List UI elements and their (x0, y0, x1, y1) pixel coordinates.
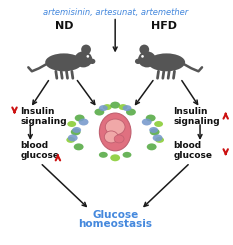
Ellipse shape (155, 137, 164, 143)
Ellipse shape (72, 127, 81, 133)
Circle shape (141, 55, 144, 58)
Ellipse shape (67, 121, 76, 127)
Text: HFD: HFD (151, 21, 177, 31)
Text: blood
glucose: blood glucose (173, 141, 212, 160)
Ellipse shape (71, 128, 81, 135)
Ellipse shape (79, 119, 89, 125)
Ellipse shape (105, 119, 125, 135)
Ellipse shape (123, 105, 131, 111)
Text: homeostasis: homeostasis (78, 220, 152, 230)
Ellipse shape (74, 143, 84, 150)
Ellipse shape (68, 135, 78, 141)
Ellipse shape (99, 152, 108, 158)
Ellipse shape (146, 115, 156, 122)
Ellipse shape (154, 121, 163, 127)
Text: artemisinin, artesunat, artemether: artemisinin, artesunat, artemether (43, 8, 188, 17)
Ellipse shape (119, 104, 127, 110)
Ellipse shape (104, 131, 118, 143)
Ellipse shape (75, 115, 85, 122)
Text: Glucose: Glucose (92, 209, 138, 220)
Ellipse shape (75, 51, 92, 67)
Ellipse shape (66, 137, 75, 143)
Ellipse shape (99, 105, 108, 111)
Ellipse shape (126, 109, 136, 116)
Ellipse shape (142, 119, 152, 125)
Text: Insulin
signaling: Insulin signaling (21, 107, 67, 126)
Text: Insulin
signaling: Insulin signaling (173, 107, 220, 126)
Circle shape (81, 45, 91, 54)
Ellipse shape (99, 113, 131, 151)
Ellipse shape (123, 152, 131, 158)
Ellipse shape (103, 104, 112, 110)
Text: ND: ND (55, 21, 73, 31)
Ellipse shape (94, 109, 104, 116)
Ellipse shape (153, 135, 163, 141)
Ellipse shape (89, 59, 95, 64)
Ellipse shape (114, 135, 124, 143)
Ellipse shape (135, 59, 141, 64)
Circle shape (139, 45, 149, 54)
Ellipse shape (147, 143, 157, 150)
Ellipse shape (45, 53, 82, 71)
Ellipse shape (138, 51, 156, 67)
Ellipse shape (150, 128, 160, 135)
Text: blood
glucose: blood glucose (21, 141, 59, 160)
Ellipse shape (110, 154, 120, 161)
Ellipse shape (110, 102, 120, 109)
Ellipse shape (148, 53, 185, 71)
Circle shape (86, 55, 89, 58)
Ellipse shape (149, 127, 158, 133)
